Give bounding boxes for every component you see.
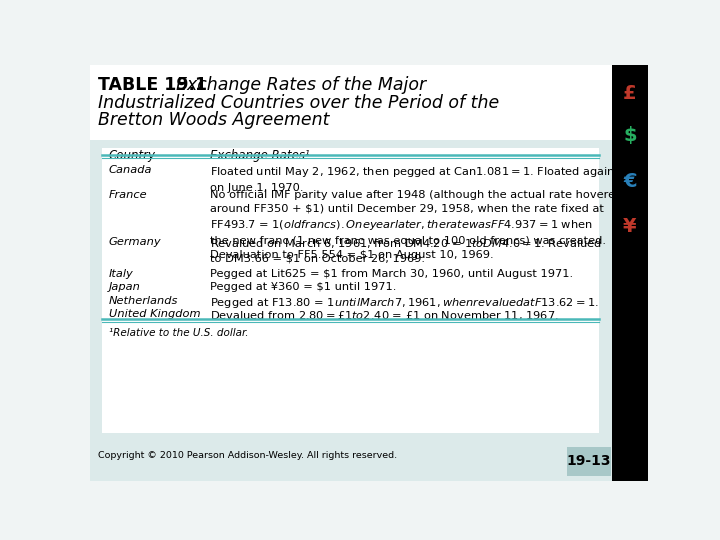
Text: Exchange Rates¹: Exchange Rates¹ (210, 149, 310, 162)
Text: United Kingdom: United Kingdom (109, 309, 201, 319)
Text: €: € (623, 172, 636, 191)
Text: France: France (109, 191, 148, 200)
Text: Canada: Canada (109, 165, 153, 176)
Text: Italy: Italy (109, 268, 134, 279)
Text: Revalued on March 6, 1961, from DM4.20 = $1 to DM4.0 = $1. Revalued
to DM3.66 = : Revalued on March 6, 1961, from DM4.20 =… (210, 238, 602, 264)
Text: TABLE 19.1: TABLE 19.1 (99, 77, 207, 94)
Text: Germany: Germany (109, 238, 161, 247)
Text: Netherlands: Netherlands (109, 295, 179, 306)
FancyBboxPatch shape (612, 65, 648, 481)
Text: $: $ (623, 126, 636, 145)
Text: Country: Country (109, 149, 156, 162)
FancyBboxPatch shape (567, 447, 611, 476)
Text: £: £ (623, 84, 636, 103)
Text: No official IMF parity value after 1948 (although the actual rate hovered
around: No official IMF parity value after 1948 … (210, 191, 622, 260)
Text: ¥: ¥ (623, 218, 636, 237)
Text: Devalued from $2.80 = £1 to $2.40 = £1 on November 11, 1967.: Devalued from $2.80 = £1 to $2.40 = £1 o… (210, 309, 559, 322)
Text: Pegged at Lit625 = $1 from March 30, 1960, until August 1971.: Pegged at Lit625 = $1 from March 30, 196… (210, 268, 573, 279)
Text: Floated until May 2, 1962, then pegged at Can$1.081 = $1. Floated again
on June : Floated until May 2, 1962, then pegged a… (210, 165, 615, 193)
FancyBboxPatch shape (90, 65, 612, 140)
Text: Japan: Japan (109, 282, 141, 292)
Text: Pegged at F13.80 = $1 until March 7, 1961, when revalued at F13.62 = $1.: Pegged at F13.80 = $1 until March 7, 196… (210, 295, 599, 309)
FancyBboxPatch shape (90, 140, 612, 441)
Text: ¹Relative to the U.S. dollar.: ¹Relative to the U.S. dollar. (109, 328, 248, 338)
FancyBboxPatch shape (90, 441, 648, 481)
Text: 19-13: 19-13 (567, 455, 611, 469)
Text: Copyright © 2010 Pearson Addison-Wesley. All rights reserved.: Copyright © 2010 Pearson Addison-Wesley.… (99, 451, 397, 460)
Text: Exchange Rates of the Major: Exchange Rates of the Major (176, 77, 427, 94)
Text: Pegged at ¥360 = $1 until 1971.: Pegged at ¥360 = $1 until 1971. (210, 282, 396, 292)
FancyBboxPatch shape (102, 148, 600, 433)
Text: Bretton Woods Agreement: Bretton Woods Agreement (99, 111, 330, 130)
Text: Industrialized Countries over the Period of the: Industrialized Countries over the Period… (99, 94, 500, 112)
